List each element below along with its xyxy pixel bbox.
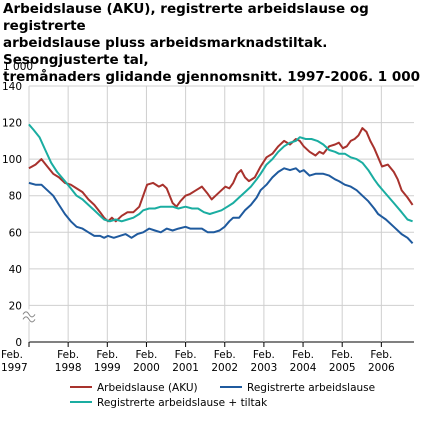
series-lines — [28, 123, 414, 244]
x-tick-label-month: Feb. — [1, 349, 23, 361]
chart-title-line-3: tremånaders glidande gjennomsnitt. 1997-… — [3, 69, 421, 85]
x-tick-label-month: Feb. — [292, 349, 314, 361]
y-tick-label: 20 — [9, 300, 22, 312]
legend-label: Registrerte arbeidslause — [247, 382, 375, 394]
y-tick-label: 100 — [2, 154, 22, 166]
x-tick-label-year: 1997 — [1, 362, 28, 374]
y-tick-label: 40 — [9, 264, 22, 276]
x-tick-label-year: 2006 — [368, 362, 395, 374]
x-tick-label-month: Feb. — [253, 349, 275, 361]
x-tick-label-year: 2004 — [290, 362, 317, 374]
x-tick-label-month: Feb. — [175, 349, 197, 361]
legend-label: Arbeidslause (AKU) — [97, 382, 198, 394]
legend-label: Registrerte arbeidslause + tiltak — [97, 397, 268, 409]
y-tick-label: 140 — [2, 81, 22, 93]
x-tick-label-year: 2003 — [251, 362, 278, 374]
series-line-1 — [28, 167, 414, 244]
x-tick-label-year: 2002 — [211, 362, 238, 374]
y-tick-label: 80 — [9, 191, 22, 203]
y-axis-break — [21, 309, 37, 323]
chart-title-line-2: arbeidslause pluss arbeidsmarknadstiltak… — [3, 35, 328, 68]
axis-break-mark-bottom — [22, 316, 36, 323]
series-line-0 — [28, 127, 414, 223]
x-tick-label-year: 2001 — [172, 362, 199, 374]
y-tick-label: 60 — [9, 227, 22, 239]
series-line-2 — [28, 123, 413, 223]
legend: Arbeidslause (AKU) Registrerte arbeidslau… — [70, 382, 375, 409]
x-tick-label-month: Feb. — [96, 349, 118, 361]
x-tick-labels: Feb.1997Feb.1998Feb.1999Feb.2000Feb.2001… — [1, 349, 395, 374]
x-tick-label-month: Feb. — [214, 349, 236, 361]
y-tick-labels: 0 20 40 60 80 100 120 140 — [2, 81, 22, 349]
chart-title: Arbeidslause (AKU), registrerte arbeidsl… — [3, 1, 425, 86]
x-tick-label-year: 1998 — [55, 362, 82, 374]
x-tick-label-month: Feb. — [135, 349, 157, 361]
x-tick-label-year: 2000 — [133, 362, 160, 374]
x-tick-label-month: Feb. — [370, 349, 392, 361]
x-tick-label-year: 2005 — [329, 362, 356, 374]
x-tick-label-year: 1999 — [94, 362, 121, 374]
gridlines — [28, 85, 414, 347]
x-tick-label-month: Feb. — [331, 349, 353, 361]
chart-title-line-1: Arbeidslause (AKU), registrerte arbeidsl… — [3, 1, 369, 34]
x-tick-label-month: Feb. — [57, 349, 79, 361]
y-unit-label: 1 000 — [3, 61, 33, 73]
y-tick-label: 120 — [2, 118, 22, 130]
axis-break-mark-top — [22, 311, 36, 318]
y-tick-label: 0 — [15, 337, 22, 349]
